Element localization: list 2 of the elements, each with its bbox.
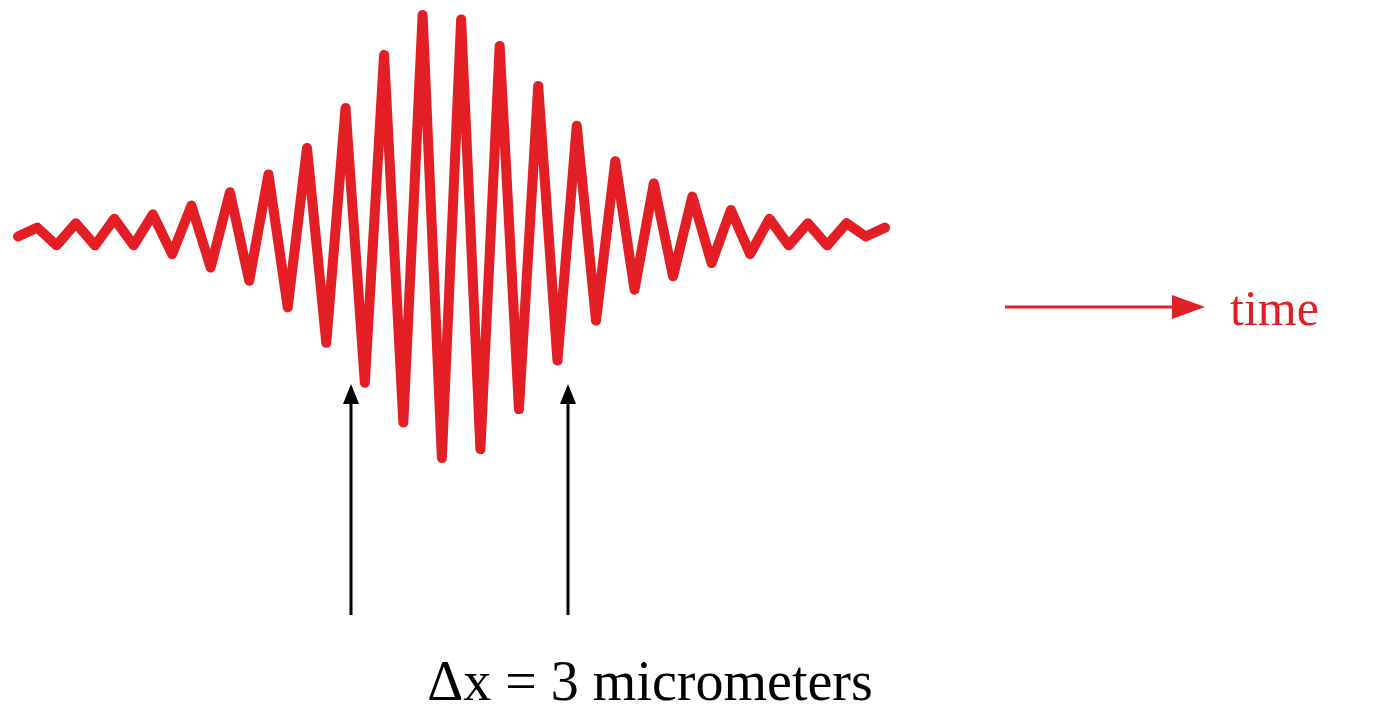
text: Δx = 3 micrometers <box>427 650 873 710</box>
text: time <box>1230 280 1319 336</box>
